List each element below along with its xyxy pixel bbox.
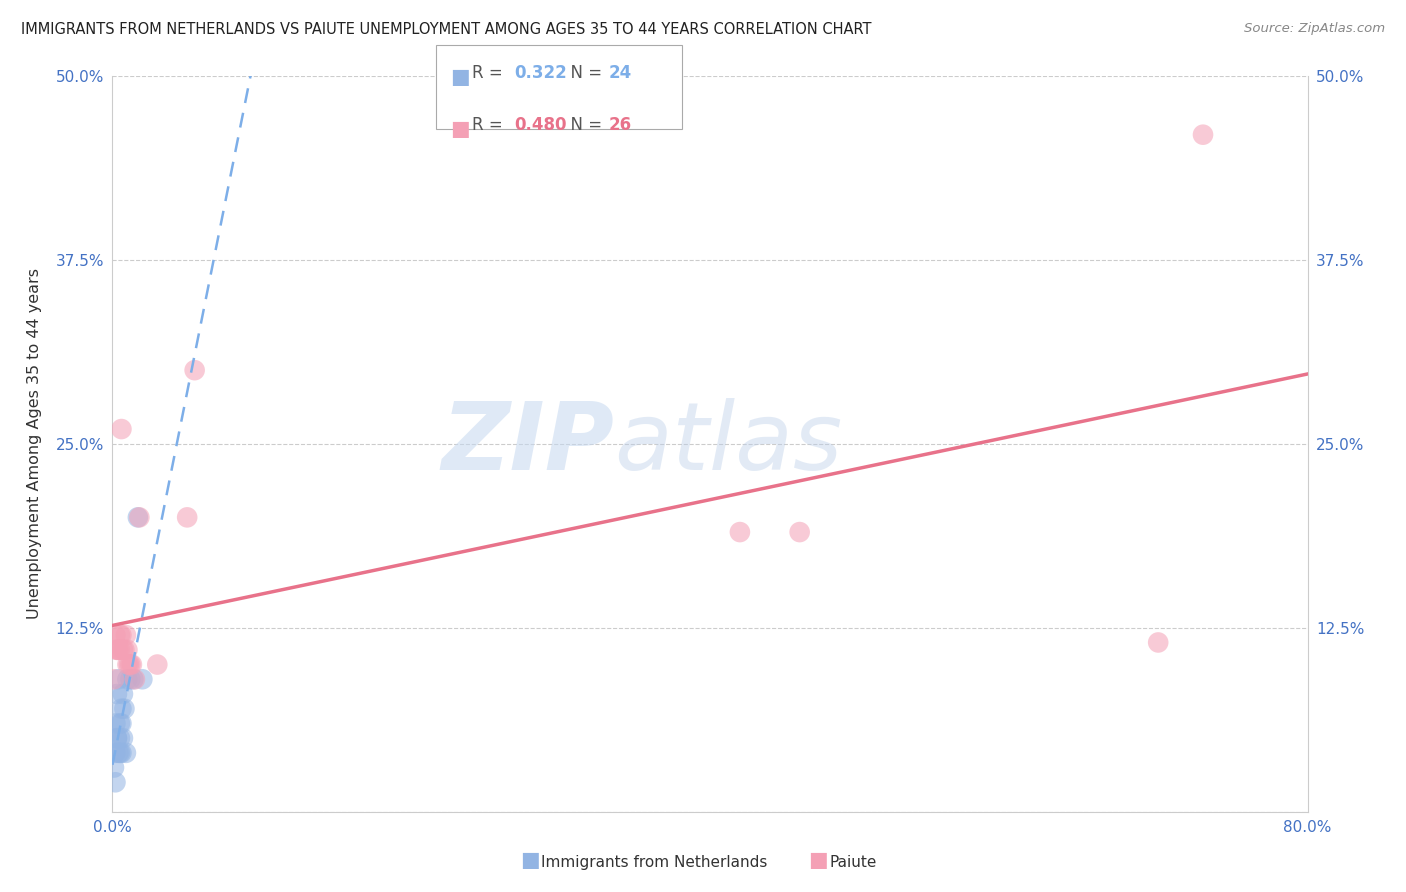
- Point: [122, 673, 145, 687]
- Text: ■: ■: [450, 67, 470, 87]
- Text: R =: R =: [472, 64, 509, 82]
- Point: [105, 731, 128, 746]
- Point: [105, 642, 128, 657]
- Point: [104, 775, 127, 789]
- Y-axis label: Unemployment Among Ages 35 to 44 years: Unemployment Among Ages 35 to 44 years: [27, 268, 42, 619]
- Point: [104, 746, 127, 760]
- Text: Source: ZipAtlas.com: Source: ZipAtlas.com: [1244, 22, 1385, 36]
- Point: [108, 746, 131, 760]
- Point: [127, 510, 149, 524]
- Point: [111, 731, 134, 746]
- Point: [183, 363, 205, 377]
- Point: [728, 524, 751, 539]
- Point: [110, 628, 132, 642]
- Point: [110, 422, 132, 436]
- Point: [115, 746, 138, 760]
- Point: [105, 687, 128, 701]
- Point: [110, 716, 132, 731]
- Point: [117, 657, 139, 672]
- Text: IMMIGRANTS FROM NETHERLANDS VS PAIUTE UNEMPLOYMENT AMONG AGES 35 TO 44 YEARS COR: IMMIGRANTS FROM NETHERLANDS VS PAIUTE UN…: [21, 22, 872, 37]
- Point: [114, 642, 135, 657]
- Text: N =: N =: [560, 116, 607, 134]
- Point: [107, 673, 129, 687]
- Text: ■: ■: [520, 850, 540, 870]
- Point: [108, 716, 131, 731]
- Text: R =: R =: [472, 116, 509, 134]
- Point: [128, 510, 150, 524]
- Point: [104, 716, 127, 731]
- Point: [107, 642, 129, 657]
- Point: [117, 673, 139, 687]
- Text: ZIP: ZIP: [441, 398, 614, 490]
- Point: [115, 628, 138, 642]
- Point: [111, 642, 134, 657]
- Point: [103, 760, 125, 774]
- Point: [121, 657, 143, 672]
- Text: 26: 26: [609, 116, 631, 134]
- Point: [131, 673, 153, 687]
- Point: [103, 673, 125, 687]
- Point: [108, 628, 131, 642]
- Point: [104, 628, 127, 642]
- Point: [1192, 128, 1215, 142]
- Point: [117, 642, 139, 657]
- Text: ■: ■: [450, 119, 470, 138]
- Point: [118, 657, 141, 672]
- Point: [105, 642, 128, 657]
- Text: ■: ■: [808, 850, 828, 870]
- Text: 24: 24: [609, 64, 633, 82]
- Point: [789, 524, 811, 539]
- Text: 0.480: 0.480: [515, 116, 567, 134]
- Point: [120, 657, 142, 672]
- Point: [108, 731, 131, 746]
- Point: [110, 746, 132, 760]
- Point: [120, 673, 142, 687]
- Point: [124, 673, 146, 687]
- Point: [105, 731, 128, 746]
- Point: [107, 746, 129, 760]
- Point: [1147, 635, 1170, 649]
- Point: [111, 687, 134, 701]
- Point: [176, 510, 198, 524]
- Point: [114, 701, 135, 715]
- Point: [108, 642, 131, 657]
- Text: Immigrants from Netherlands: Immigrants from Netherlands: [541, 855, 768, 870]
- Point: [110, 701, 132, 715]
- Text: N =: N =: [560, 64, 607, 82]
- Text: Paiute: Paiute: [830, 855, 877, 870]
- Text: 0.322: 0.322: [515, 64, 568, 82]
- Point: [146, 657, 169, 672]
- Text: atlas: atlas: [614, 398, 842, 490]
